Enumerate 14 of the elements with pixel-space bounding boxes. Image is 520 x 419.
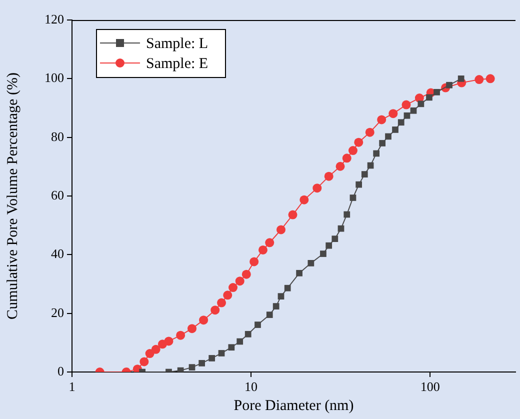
x-tick-label: 100 — [420, 379, 440, 394]
legend-label: Sample: L — [146, 36, 208, 52]
y-tick-label: 80 — [51, 128, 64, 144]
y-tick-label: 60 — [51, 187, 64, 202]
y-tick-label: 0 — [58, 363, 64, 378]
x-tick-label: 1 — [68, 379, 76, 394]
legend-label: Sample: E — [146, 56, 208, 72]
y-tick-label: 40 — [51, 246, 64, 262]
y-tick-label: 20 — [51, 304, 64, 320]
x-axis-title: Pore Diameter (nm) — [234, 398, 354, 414]
y-tick-label: 120 — [44, 11, 64, 26]
y-tick-label: 100 — [44, 70, 64, 86]
y-axis-title: Cumulative Pore Volume Percentage (%) — [4, 72, 21, 320]
x-tick-label: 10 — [244, 379, 258, 394]
